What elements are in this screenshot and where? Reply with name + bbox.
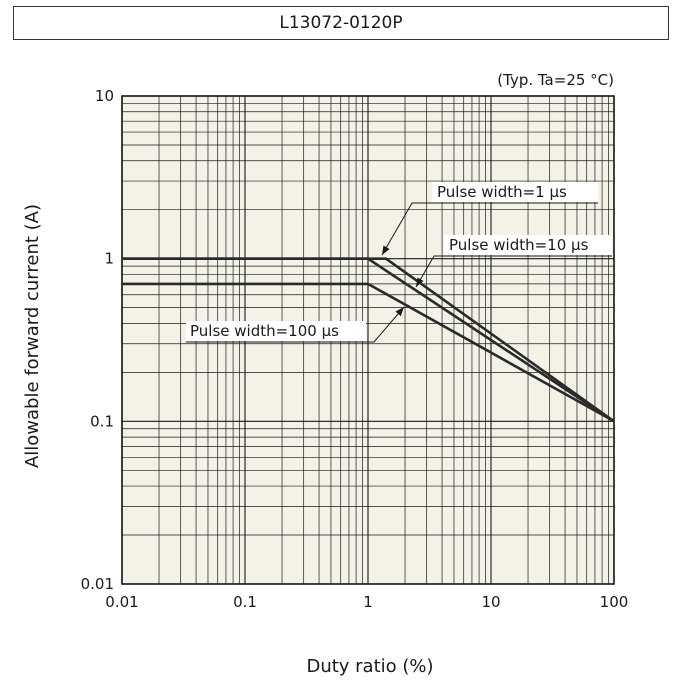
x-tick-label: 10 [481,593,500,611]
y-tick-label: 0.01 [81,575,114,593]
series-line-2 [122,257,615,423]
x-tick-label: 0.1 [233,593,257,611]
series-label-2: Pulse width=10 µs [449,236,589,254]
series-label-bg [432,182,598,202]
y-tick-label: 1 [104,250,114,268]
series-line-3 [122,282,615,423]
x-tick-label: 100 [600,593,629,611]
chart-title: L13072-0120P [13,6,669,40]
x-tick-labels: 0.01 0.1 1 10 100 [105,593,628,611]
series-lines [122,257,615,423]
y-tick-label: 0.1 [90,412,114,430]
series-label-3: Pulse width=100 µs [190,322,339,340]
plot-border [121,95,615,585]
leader-arrowhead [395,307,404,317]
conditions-note: (Typ. Ta=25 °C) [497,71,614,89]
leader-line [381,202,432,256]
y-axis-title: Allowable forward current (A) [22,204,43,468]
leader-arrowhead [382,245,390,255]
y-tick-label: 10 [95,87,114,105]
x-axis-title: Duty ratio (%) [306,656,433,677]
y-tick-labels: 0.01 0.1 1 10 [81,87,114,593]
series-label-bg [186,321,366,341]
series-label-1: Pulse width=1 µs [437,183,567,201]
leader-line [366,306,405,343]
series-label-bg [444,235,612,255]
leader-line [415,255,444,288]
x-tick-label: 0.01 [105,593,138,611]
x-tick-label: 1 [363,593,373,611]
leader-arrowhead [416,277,424,287]
series-labels: Pulse width=1 µs Pulse width=10 µs Pulse w… [186,182,612,343]
